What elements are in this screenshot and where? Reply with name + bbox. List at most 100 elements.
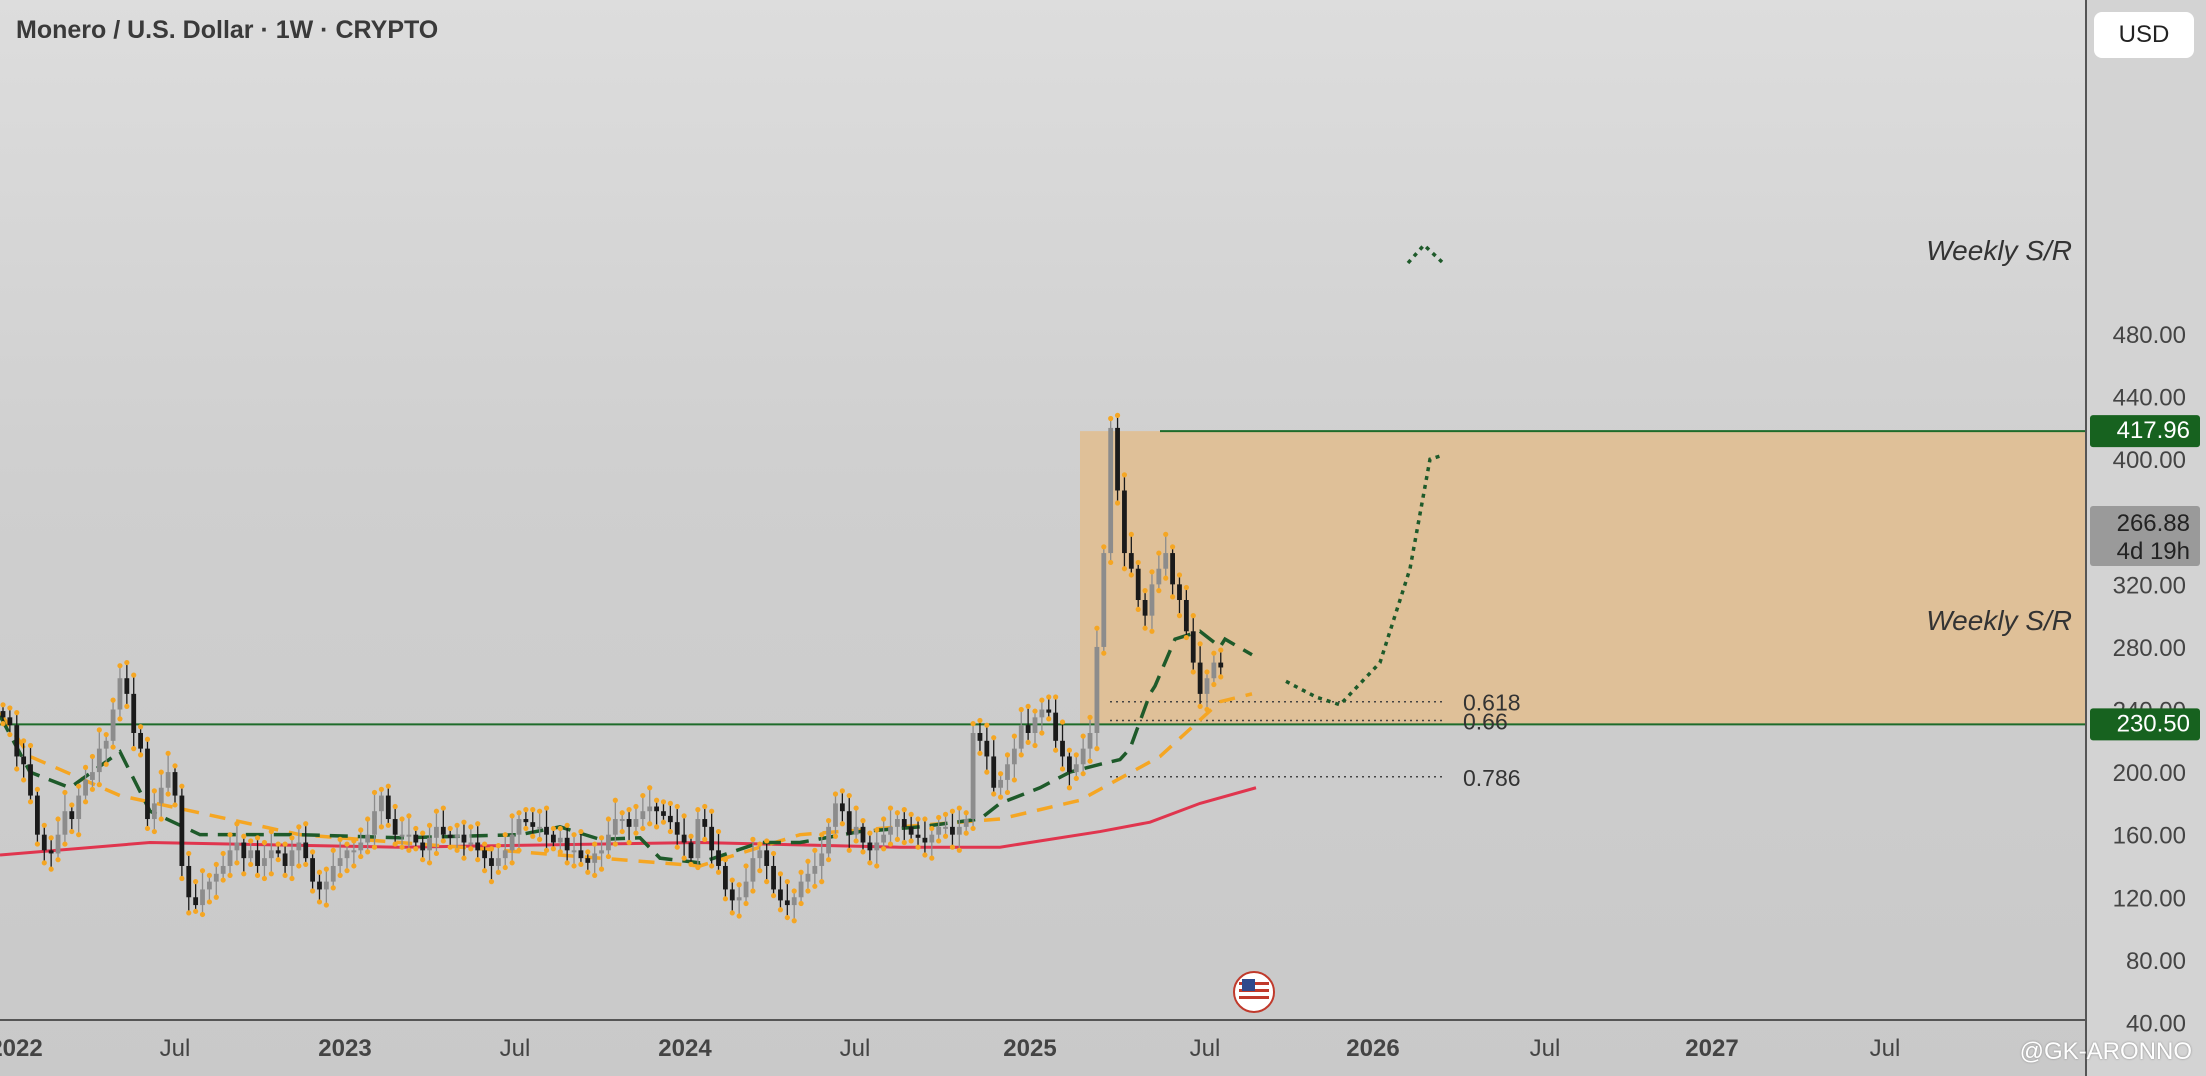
candle-high-marker [681, 813, 687, 819]
candle-low-marker [179, 875, 185, 882]
candle-low-marker [1135, 606, 1141, 612]
candle-body [723, 865, 728, 890]
candle-body [661, 811, 666, 816]
candle-low-marker [592, 872, 598, 878]
candle-low-marker [34, 841, 41, 847]
candle [860, 817, 866, 855]
candle-body [950, 826, 955, 835]
candle-body [654, 806, 659, 812]
candle-high-marker [282, 841, 288, 847]
candle-high-marker [117, 663, 123, 669]
candle-body [681, 834, 687, 843]
candle-high-marker [984, 722, 990, 728]
candle-body [867, 842, 873, 851]
candle-body [7, 717, 13, 726]
candle-low-marker [385, 822, 391, 828]
candle-body [454, 834, 460, 838]
candle-low-marker [571, 863, 577, 869]
candle-body [351, 850, 357, 853]
candle-high-marker [867, 830, 873, 836]
candle-body [475, 842, 481, 851]
candle-high-marker [76, 783, 82, 789]
candle-high-marker [241, 833, 247, 839]
candle [578, 828, 584, 868]
candle-body [915, 834, 921, 838]
candle-high-marker [853, 805, 859, 811]
candle-body [379, 795, 384, 812]
candle-low-marker [812, 883, 818, 889]
candle-high-marker [1211, 650, 1217, 656]
candle-body [716, 850, 721, 866]
candle-high-marker [660, 799, 667, 805]
currency-button[interactable]: USD [2094, 12, 2194, 58]
candle-high-marker [729, 877, 735, 883]
ema-orange-line [0, 692, 1253, 868]
candle [970, 721, 976, 832]
candle [248, 838, 254, 868]
candle-body [963, 819, 969, 827]
candle-high-marker [378, 786, 384, 792]
candle-high-marker [956, 805, 962, 811]
candle-low-marker [261, 875, 268, 882]
candle [722, 857, 729, 902]
candle-high-marker [261, 839, 268, 846]
candle [929, 825, 935, 861]
candle-body [35, 795, 40, 835]
candle-body [922, 837, 928, 843]
candle [447, 825, 453, 850]
candle [1121, 472, 1128, 572]
candle [1004, 752, 1011, 796]
candle-high-marker [963, 810, 969, 816]
candle-body [124, 678, 130, 694]
candle-low-marker [894, 836, 901, 842]
candle [1183, 584, 1189, 641]
candle-low-marker [791, 918, 797, 924]
candle [1032, 708, 1038, 749]
candle-body [895, 819, 900, 827]
candle-low-marker [495, 869, 501, 875]
y-tick-label: 480.00 [2113, 322, 2186, 349]
candle-body [784, 900, 790, 906]
candle-low-marker [303, 861, 309, 868]
candle-low-marker [488, 879, 495, 885]
candle [124, 659, 130, 709]
candle-low-marker [1114, 500, 1121, 506]
candle-body [1135, 568, 1141, 601]
candle-body [1128, 553, 1134, 569]
candle-low-marker [268, 871, 274, 877]
candle-high-marker [1204, 669, 1210, 675]
candle-low-marker [337, 872, 343, 878]
candle-low-marker [564, 860, 570, 866]
us-flag-icon[interactable] [1233, 971, 1275, 1013]
candle [1039, 697, 1045, 736]
candle [193, 879, 199, 914]
candle-low-marker [1018, 752, 1024, 758]
candle-low-marker [1156, 588, 1162, 594]
candle-high-marker [316, 869, 323, 875]
candle-high-marker [791, 888, 797, 894]
candle-high-marker [420, 830, 426, 836]
candle-high-marker [605, 816, 612, 822]
candle [612, 797, 618, 847]
candle-low-marker [929, 855, 935, 861]
candle [48, 835, 54, 872]
candle-high-marker [55, 816, 61, 822]
candle [543, 805, 550, 853]
watermark-text: @GK-ARONNO [2019, 1038, 2192, 1065]
candle [894, 810, 901, 842]
candle-body [502, 850, 508, 859]
y-tick-label: 280.00 [2113, 635, 2186, 662]
candle-low-marker [1087, 758, 1093, 764]
candle-body [392, 819, 398, 835]
candle-low-marker [839, 821, 845, 827]
candle [172, 763, 178, 808]
candle-low-marker [949, 844, 956, 850]
candle-body [1080, 748, 1086, 765]
candle [1142, 588, 1148, 631]
candle-high-marker [220, 850, 226, 857]
candle [1176, 572, 1183, 619]
candle-low-marker [722, 896, 729, 902]
candle-high-marker [1087, 714, 1093, 720]
